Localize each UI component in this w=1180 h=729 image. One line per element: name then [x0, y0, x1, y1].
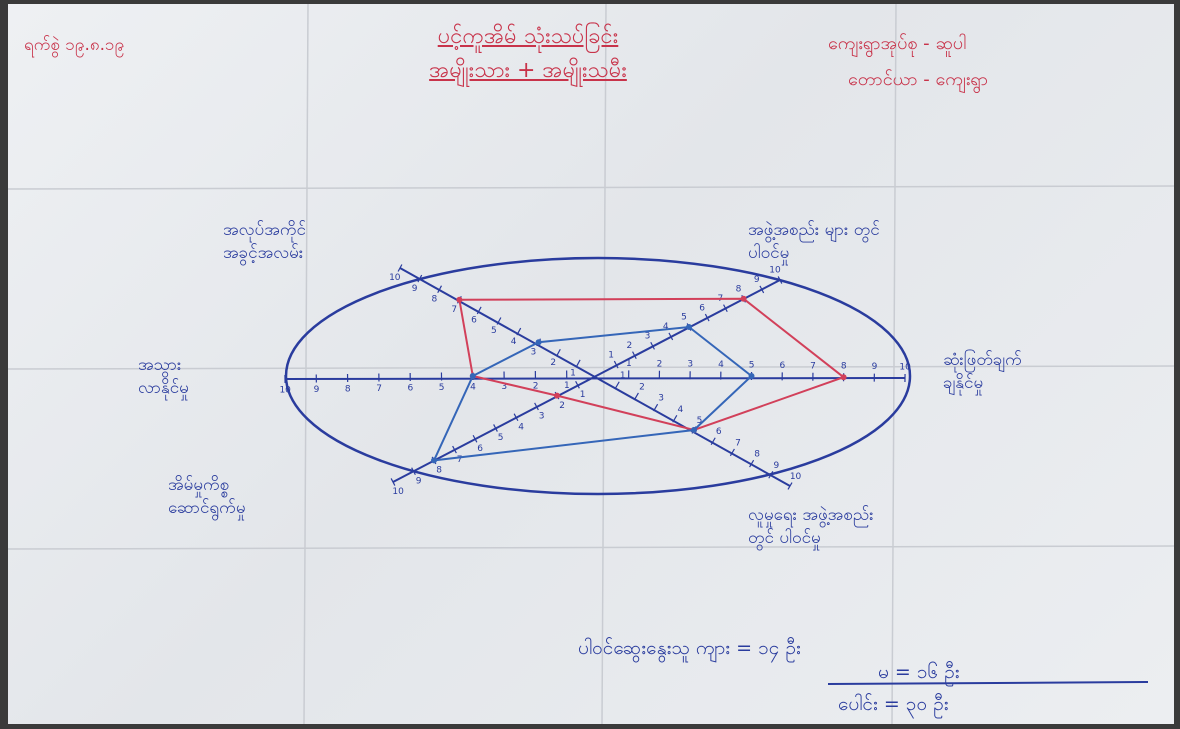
tick-label: 1: [564, 381, 570, 391]
data-point: [554, 393, 560, 399]
tick-label: 6: [699, 303, 705, 313]
tick-label: 3: [687, 360, 693, 370]
tick-label: 9: [754, 275, 760, 285]
tick-label: 8: [841, 362, 847, 372]
tick-label: 8: [432, 294, 438, 304]
participants-total: ပေါင်း = ၃၀ ဦး: [838, 692, 949, 718]
tick-label: 1: [570, 369, 576, 379]
tick-label: 5: [749, 361, 755, 371]
tick-label: 1: [608, 350, 614, 360]
data-point: [749, 373, 755, 379]
location: တောင်ယာ - ကျေးရွာ: [848, 68, 988, 92]
tick-label: 2: [626, 341, 632, 351]
tick-label: 10: [769, 266, 781, 276]
series-polygon: [459, 299, 843, 430]
tick-label: 2: [559, 401, 565, 411]
tick-label: 10: [279, 385, 291, 395]
tick-label: 8: [345, 384, 351, 394]
tick-label: 4: [518, 422, 524, 432]
tick-label: 2: [657, 359, 663, 369]
tick-label: 5: [498, 433, 504, 443]
data-point: [686, 324, 692, 330]
data-point: [741, 296, 747, 302]
total-rule: [828, 682, 1148, 684]
tick-label: 3: [531, 347, 537, 357]
tick-label: 6: [477, 444, 483, 454]
tick-label: 3: [645, 332, 651, 342]
participants-male: ပါဝင်ဆွေးနွေးသူ ကျား = ၁၄ ဦး: [578, 636, 801, 662]
series-polygon: [434, 327, 752, 460]
tick-mark: [634, 393, 638, 400]
tick-label: 6: [471, 316, 477, 326]
tick-label: 7: [451, 305, 457, 315]
chart-title: ပင့်ကူအိမ် သုံးသပ်ခြင်း: [368, 22, 688, 52]
tick-label: 4: [718, 360, 724, 370]
tick-label: 10: [389, 273, 401, 283]
tick-label: 5: [491, 326, 497, 336]
tick-label: 8: [736, 285, 742, 295]
tick-label: 3: [658, 394, 664, 404]
tick-label: 9: [314, 385, 320, 395]
tick-label: 3: [539, 412, 545, 422]
date: ရက်စွဲ ၁၉.၈.၁၉: [24, 34, 124, 57]
tick-label: 8: [436, 466, 442, 476]
location: ကျေးရွာအုပ်စု - ဆူပါ: [828, 32, 966, 56]
tick-label: 7: [735, 438, 741, 448]
tick-label: 2: [550, 358, 556, 368]
tick-label: 4: [470, 382, 476, 392]
tick-mark: [557, 349, 561, 356]
paper: 1 2 3 4 5 6 7 8 9 10 1 2 3 4 5 6 7 8 9 10 1 2 3 4 5 6 7 8 9 10 1 2 3 4 5 6 7…: [8, 4, 1174, 724]
tick-label: 5: [681, 313, 687, 323]
tick-label: 6: [779, 361, 785, 371]
data-point: [536, 339, 542, 345]
data-point: [691, 427, 697, 433]
data-point: [470, 373, 476, 379]
axis-label: လူမှုရေး အဖွဲ့အစည်း တွင် ပါဝင်မှု: [748, 504, 874, 550]
tick-mark: [615, 382, 619, 389]
tick-label: 10: [392, 487, 404, 497]
tick-label: 7: [810, 361, 816, 371]
page: {"chart_data": {"type": "radar", "title"…: [0, 0, 1180, 729]
axis-label: ဆုံးဖြတ်ချက် ချနိုင်မှု: [943, 349, 1022, 395]
axis-label: အလုပ်အကိုင် အခွင့်အလမ်း: [223, 219, 306, 265]
participants-female: မ = ၁၆ ဦး: [878, 660, 960, 686]
data-point: [431, 457, 437, 463]
tick-label: 4: [511, 337, 517, 347]
tick-label: 5: [439, 383, 445, 393]
tick-label: 9: [773, 461, 779, 471]
tick-label: 4: [663, 322, 669, 332]
tick-label: 10: [899, 363, 911, 373]
tick-label: 1: [580, 390, 586, 400]
data-point: [456, 297, 462, 303]
tick-label: 9: [412, 284, 418, 294]
axis-label: အသွား လာနိုင်မှု: [138, 354, 189, 400]
tick-label: 8: [754, 450, 760, 460]
tick-label: 9: [872, 362, 878, 372]
tick-label: 1: [620, 371, 626, 381]
chart-subtitle: အမျိုးသား + အမျိုးသမီး: [368, 56, 688, 86]
tick-label: 9: [416, 476, 422, 486]
tick-label: 7: [376, 384, 382, 394]
spoke: [285, 378, 905, 379]
axis-label: အိမ်မှုကိစ္စ ဆောင်ရွက်မှု: [168, 474, 246, 520]
axis-label: အဖွဲ့အစည်း များ တွင် ပါဝင်မှု: [748, 219, 880, 265]
tick-label: 6: [408, 383, 414, 393]
tick-label: 2: [639, 382, 645, 392]
tick-mark: [576, 360, 580, 367]
tick-label: 4: [677, 405, 683, 415]
data-point: [841, 374, 847, 380]
tick-label: 10: [790, 472, 802, 482]
tick-label: 6: [716, 427, 722, 437]
